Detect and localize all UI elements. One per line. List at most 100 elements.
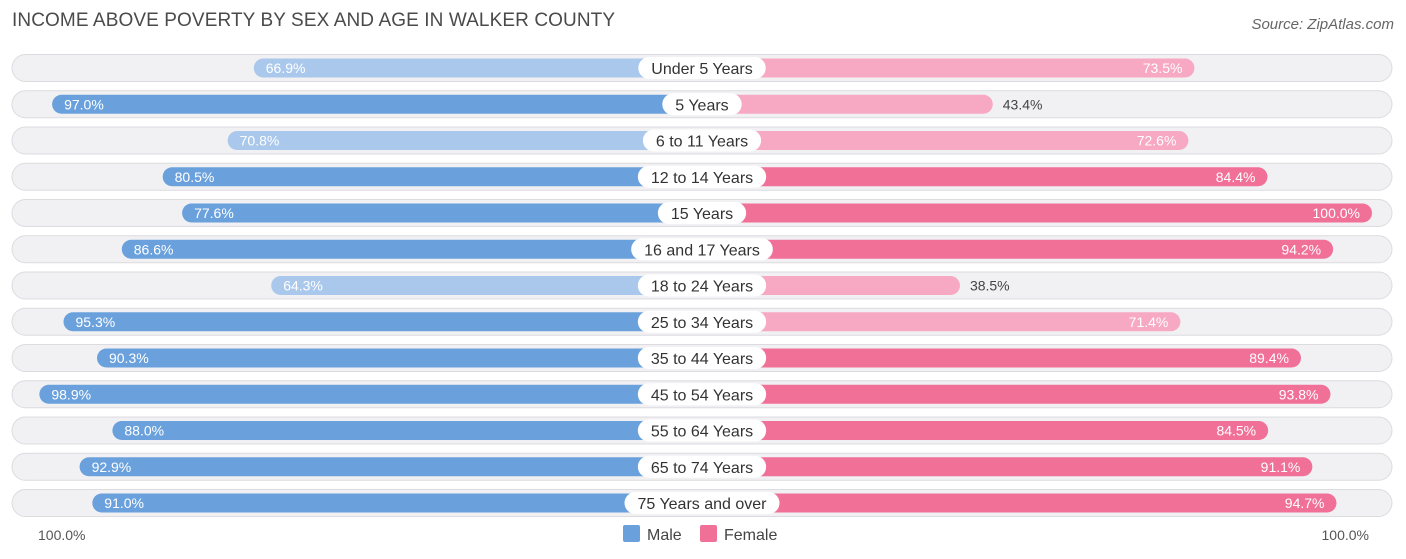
category-pill bbox=[657, 202, 747, 224]
female-bar bbox=[702, 348, 1301, 368]
axis-right-label: 100.0% bbox=[1322, 527, 1369, 543]
legend-female-swatch bbox=[700, 525, 717, 542]
female-value-label: 84.5% bbox=[1216, 423, 1256, 439]
female-value-label: 73.5% bbox=[1143, 60, 1183, 76]
female-value-label: 91.1% bbox=[1261, 459, 1301, 475]
category-label: 55 to 64 Years bbox=[651, 424, 753, 441]
male-bar bbox=[92, 493, 703, 513]
row-9: 98.9% 93.8% 45 to 54 Years bbox=[11, 380, 1393, 409]
female-bar bbox=[702, 131, 1189, 150]
female-bar bbox=[702, 167, 1268, 187]
female-value-label: 71.4% bbox=[1129, 314, 1169, 330]
row-6: 64.3% 38.5% 18 to 24 Years bbox=[11, 271, 1393, 300]
category-pill bbox=[662, 93, 742, 116]
male-bar bbox=[227, 131, 702, 150]
male-value-label: 77.6% bbox=[194, 205, 234, 221]
category-pill bbox=[631, 238, 773, 261]
male-value-label: 70.8% bbox=[240, 133, 280, 149]
male-bar bbox=[121, 239, 702, 259]
category-label: 45 to 54 Years bbox=[651, 387, 753, 404]
male-value-label: 98.9% bbox=[51, 386, 91, 402]
category-pill bbox=[637, 419, 767, 442]
female-value-label: 94.2% bbox=[1281, 241, 1321, 257]
female-value-label: 94.7% bbox=[1285, 495, 1325, 511]
male-bar bbox=[52, 94, 703, 114]
legend-female-label: Female bbox=[724, 527, 777, 544]
male-value-label: 88.0% bbox=[124, 423, 164, 439]
category-label: 16 and 17 Years bbox=[644, 242, 760, 259]
row-3: 80.5% 84.4% 12 to 14 Years bbox=[11, 162, 1393, 191]
category-pill bbox=[637, 310, 767, 333]
row-4: 77.6% 100.0% 15 Years bbox=[11, 199, 1393, 227]
category-label: 25 to 34 Years bbox=[651, 315, 753, 332]
legend: Male Female bbox=[623, 525, 777, 544]
female-value-label: 38.5% bbox=[970, 278, 1010, 294]
category-pill bbox=[637, 165, 767, 188]
male-value-label: 64.3% bbox=[283, 278, 323, 294]
category-label: 6 to 11 Years bbox=[656, 134, 748, 151]
category-label: 12 to 14 Years bbox=[651, 170, 753, 187]
category-pill bbox=[637, 347, 767, 369]
male-bar bbox=[96, 348, 703, 368]
male-bar bbox=[182, 203, 702, 223]
axis-left-label: 100.0% bbox=[38, 527, 85, 543]
row-5: 86.6% 94.2% 16 and 17 Years bbox=[11, 235, 1393, 264]
male-bar bbox=[253, 58, 702, 78]
female-bar bbox=[702, 312, 1181, 332]
female-value-label: 72.6% bbox=[1137, 133, 1177, 149]
male-value-label: 86.6% bbox=[134, 241, 174, 257]
legend-male-label: Male bbox=[647, 527, 682, 544]
row-2: 70.8% 72.6% 6 to 11 Years bbox=[11, 126, 1393, 155]
male-bar bbox=[63, 312, 703, 332]
female-bar bbox=[702, 384, 1331, 404]
female-value-label: 84.4% bbox=[1216, 169, 1256, 185]
category-pill bbox=[624, 492, 780, 514]
male-value-label: 97.0% bbox=[64, 96, 104, 112]
row-10: 88.0% 84.5% 55 to 64 Years bbox=[11, 416, 1393, 445]
row-7: 95.3% 71.4% 25 to 34 Years bbox=[11, 307, 1393, 336]
female-bar bbox=[702, 421, 1269, 440]
male-bar bbox=[39, 384, 703, 404]
category-pill bbox=[637, 455, 767, 478]
category-pill bbox=[638, 57, 766, 79]
male-value-label: 90.3% bbox=[109, 350, 149, 366]
category-label: 18 to 24 Years bbox=[651, 279, 753, 296]
category-label: 5 Years bbox=[675, 97, 728, 114]
category-pill bbox=[637, 383, 767, 406]
female-value-label: 43.4% bbox=[1003, 96, 1043, 112]
row-0: 66.9% 73.5% Under 5 Years bbox=[11, 54, 1393, 82]
male-bar bbox=[79, 457, 702, 477]
male-bar bbox=[112, 421, 702, 440]
row-1: 97.0% 43.4% 5 Years bbox=[11, 90, 1393, 119]
male-value-label: 80.5% bbox=[175, 169, 215, 185]
source-label: Source: ZipAtlas.com bbox=[1251, 16, 1394, 33]
legend-male-swatch bbox=[623, 525, 640, 542]
category-label: Under 5 Years bbox=[651, 61, 752, 78]
row-8: 90.3% 89.4% 35 to 44 Years bbox=[11, 344, 1393, 372]
male-value-label: 92.9% bbox=[92, 459, 132, 475]
row-11: 92.9% 91.1% 65 to 74 Years bbox=[11, 452, 1393, 481]
female-bar bbox=[702, 276, 960, 295]
female-bar bbox=[702, 203, 1372, 223]
female-bar bbox=[702, 239, 1334, 259]
category-pill bbox=[637, 274, 767, 297]
male-value-label: 95.3% bbox=[75, 314, 115, 330]
category-label: 75 Years and over bbox=[638, 496, 768, 513]
female-bar bbox=[702, 493, 1337, 513]
male-bar bbox=[162, 167, 702, 187]
female-bar bbox=[702, 58, 1195, 78]
category-label: 65 to 74 Years bbox=[651, 460, 753, 477]
row-12: 91.0% 94.7% 75 Years and over bbox=[11, 489, 1393, 517]
male-value-label: 91.0% bbox=[104, 495, 144, 511]
male-bar bbox=[271, 276, 702, 295]
category-label: 35 to 44 Years bbox=[651, 351, 753, 368]
male-value-label: 66.9% bbox=[266, 60, 306, 76]
female-bar bbox=[702, 94, 993, 114]
female-value-label: 93.8% bbox=[1279, 386, 1319, 402]
female-value-label: 100.0% bbox=[1313, 205, 1360, 221]
chart-title: INCOME ABOVE POVERTY BY SEX AND AGE IN W… bbox=[12, 10, 616, 31]
female-value-label: 89.4% bbox=[1249, 350, 1289, 366]
category-label: 15 Years bbox=[671, 206, 733, 223]
female-bar bbox=[702, 457, 1313, 477]
